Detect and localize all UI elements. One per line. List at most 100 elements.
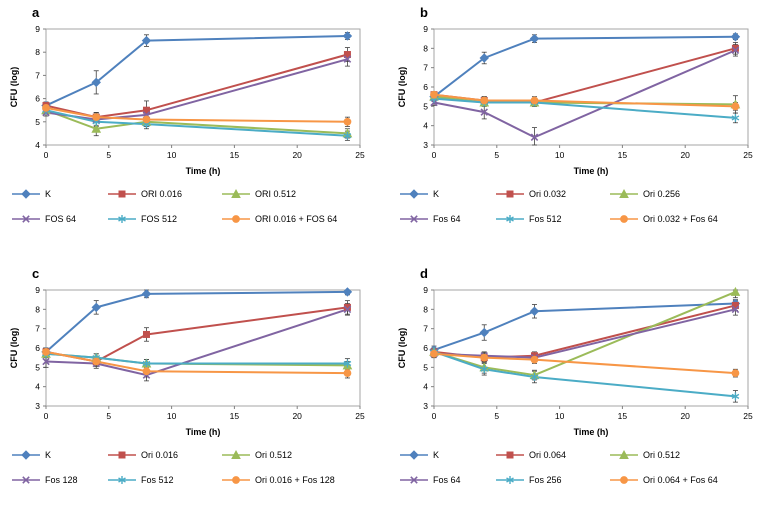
series-line	[433, 350, 737, 398]
diamond-marker-icon	[12, 189, 40, 199]
chart-b: 3 4 5 6 7 8 9 0 5 10 15 20 25 Time (h) CFU (log)	[397, 24, 753, 176]
legend-label: ORI 0.016	[141, 189, 183, 199]
legend-label: K	[45, 189, 52, 199]
circle-marker-icon	[530, 96, 539, 105]
triangle-marker-icon	[231, 188, 241, 198]
x-tick-label: 5	[106, 411, 111, 421]
x-marker-icon	[731, 46, 740, 55]
series-line	[433, 35, 737, 98]
diamond-marker-icon	[21, 189, 31, 199]
series-line	[45, 350, 349, 375]
legend-label: Fos 512	[141, 475, 174, 485]
legend-label: Fos 512	[529, 214, 562, 224]
legend-item: Ori 0.256	[609, 188, 765, 200]
x-tick-label: 10	[167, 150, 177, 160]
circle-marker-icon	[610, 476, 638, 484]
legend-a: K ORI 0.016 ORI 0.512 FOS 64 FOS 512 ORI 0.01…	[0, 188, 388, 225]
x-marker-icon	[12, 215, 40, 223]
circle-marker-icon	[480, 96, 489, 105]
y-tick-label: 8	[423, 304, 428, 314]
legend-label: Ori 0.512	[255, 450, 293, 460]
diamond-marker-icon	[479, 53, 489, 63]
x-marker-icon	[400, 476, 428, 484]
triangle-marker-icon	[231, 449, 241, 459]
legend-item: Ori 0.512	[221, 449, 377, 461]
triangle-marker-icon	[91, 123, 102, 133]
triangle-marker-icon	[610, 449, 638, 459]
legend-label: K	[433, 450, 440, 460]
y-tick-label: 6	[35, 343, 40, 353]
diamond-marker-icon	[529, 33, 540, 44]
x-tick-label: 5	[494, 150, 499, 160]
y-tick-label: 9	[35, 285, 40, 295]
x-marker-icon	[42, 357, 50, 366]
diamond-marker-icon	[342, 287, 353, 297]
x-tick-label: 0	[44, 411, 49, 421]
square-marker-icon	[506, 190, 514, 198]
circle-marker-icon	[42, 103, 50, 112]
x-axis-title: Time (h)	[186, 166, 221, 176]
chart-a: 4 5 6 7 8 9 0 5 10 15 20 25 Time (h) CFU (log)	[9, 24, 365, 176]
diamond-marker-icon	[730, 32, 741, 42]
square-marker-icon	[118, 451, 126, 459]
y-tick-label: 4	[35, 140, 40, 150]
y-tick-label: 7	[423, 63, 428, 73]
circle-marker-icon	[430, 349, 438, 358]
y-tick-label: 7	[35, 324, 40, 334]
x-tick-label: 15	[618, 411, 628, 421]
legend-d: K Ori 0.064 Ori 0.512 Fos 64 Fos 256 Ori 0.06…	[388, 449, 776, 486]
legend-item: ORI 0.016 + FOS 64	[221, 213, 377, 225]
legend-item: Fos 256	[495, 474, 601, 486]
x-axis-title: Time (h)	[574, 427, 609, 437]
x-tick-label: 25	[743, 150, 753, 160]
x-tick-label: 25	[355, 411, 365, 421]
circle-marker-icon	[731, 102, 740, 111]
x-marker-icon	[400, 215, 428, 223]
y-tick-label: 3	[423, 401, 428, 411]
circle-marker-icon	[42, 347, 50, 356]
y-tick-label: 5	[423, 362, 428, 372]
x-tick-label: 10	[555, 411, 565, 421]
circle-marker-icon	[480, 353, 489, 362]
y-tick-label: 3	[35, 401, 40, 411]
series-line	[433, 49, 737, 139]
series-line	[45, 109, 349, 137]
y-tick-label: 6	[423, 343, 428, 353]
circle-marker-icon	[92, 113, 101, 122]
panel-c: c 3 4 5 6 7 8 9 0 5 10 15 20 25 Time (h) CFU (log) K Ori …	[0, 261, 388, 523]
x-marker-icon	[12, 476, 40, 484]
series-line	[433, 304, 737, 359]
legend-item: Ori 0.016	[107, 449, 213, 461]
legend-label: Ori 0.016 + Fos 128	[255, 475, 335, 485]
legend-item: K	[399, 188, 487, 200]
y-tick-label: 9	[35, 24, 40, 34]
diamond-marker-icon	[91, 302, 101, 313]
series-line	[45, 290, 349, 353]
diamond-marker-icon	[342, 31, 353, 41]
panel-label-a: a	[32, 5, 40, 20]
square-marker-icon	[343, 51, 351, 59]
diamond-marker-icon	[529, 306, 540, 316]
y-tick-label: 7	[423, 324, 428, 334]
square-marker-icon	[496, 451, 524, 459]
series-line	[45, 306, 349, 363]
square-marker-icon	[108, 190, 136, 198]
series-line	[433, 97, 737, 119]
circle-marker-icon	[430, 90, 438, 99]
legend-item: Fos 128	[11, 474, 99, 486]
y-tick-label: 6	[423, 82, 428, 92]
legend-label: Ori 0.256	[643, 189, 681, 199]
y-tick-label: 9	[423, 285, 428, 295]
triangle-marker-icon	[619, 188, 629, 198]
x-marker-icon	[22, 215, 30, 223]
y-axis-title: CFU (log)	[397, 67, 407, 108]
series-line	[45, 58, 349, 121]
x-tick-label: 0	[432, 411, 437, 421]
x-marker-icon	[343, 55, 352, 63]
star-marker-icon	[506, 215, 514, 223]
square-marker-icon	[142, 330, 150, 338]
legend-c: K Ori 0.016 Ori 0.512 Fos 128 Fos 512 Ori 0.0…	[0, 449, 388, 486]
diamond-marker-icon	[400, 450, 428, 460]
legend-item: ORI 0.016	[107, 188, 213, 200]
legend-item: K	[11, 188, 99, 200]
